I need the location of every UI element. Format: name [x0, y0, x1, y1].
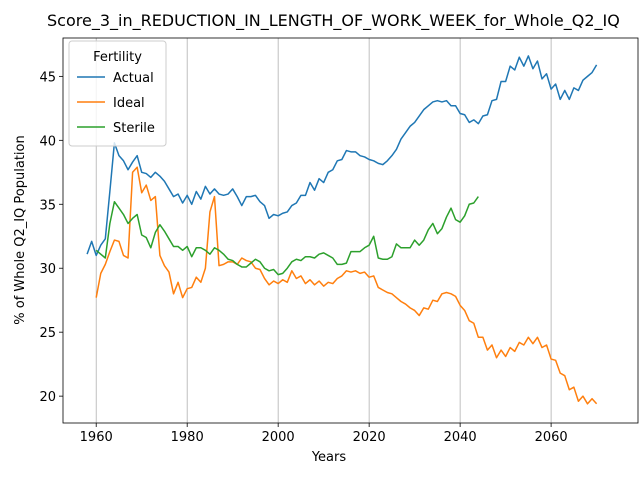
y-tick-label: 40 [39, 134, 56, 149]
chart-title: Score_3_in_REDUCTION_IN_LENGTH_OF_WORK_W… [47, 11, 620, 31]
axes-frame [62, 37, 639, 424]
line [86, 55, 598, 257]
line [95, 166, 598, 405]
y-tick-label: 45 [39, 70, 56, 85]
x-tick-label: 2060 [535, 430, 568, 445]
y-tick-label: 35 [39, 198, 56, 213]
legend-label: Ideal [113, 96, 145, 111]
legend-box [68, 40, 167, 147]
legend-label: Sterile [113, 121, 155, 136]
x-axis-label: Years [311, 450, 347, 465]
legend-label: Actual [113, 71, 154, 86]
line [95, 196, 479, 276]
y-axis-label: % of Whole Q2_IQ Population [13, 135, 28, 324]
y-tick-label: 30 [39, 262, 56, 277]
x-tick-label: 2040 [444, 430, 477, 445]
x-tick-label: 1980 [171, 430, 204, 445]
x-tick-label: 2000 [262, 430, 295, 445]
legend-title: Fertility [93, 50, 142, 65]
x-tick-label: 1960 [80, 430, 113, 445]
x-tick-label: 2020 [353, 430, 386, 445]
y-tick-label: 25 [39, 326, 56, 341]
y-tick-label: 20 [39, 390, 56, 405]
